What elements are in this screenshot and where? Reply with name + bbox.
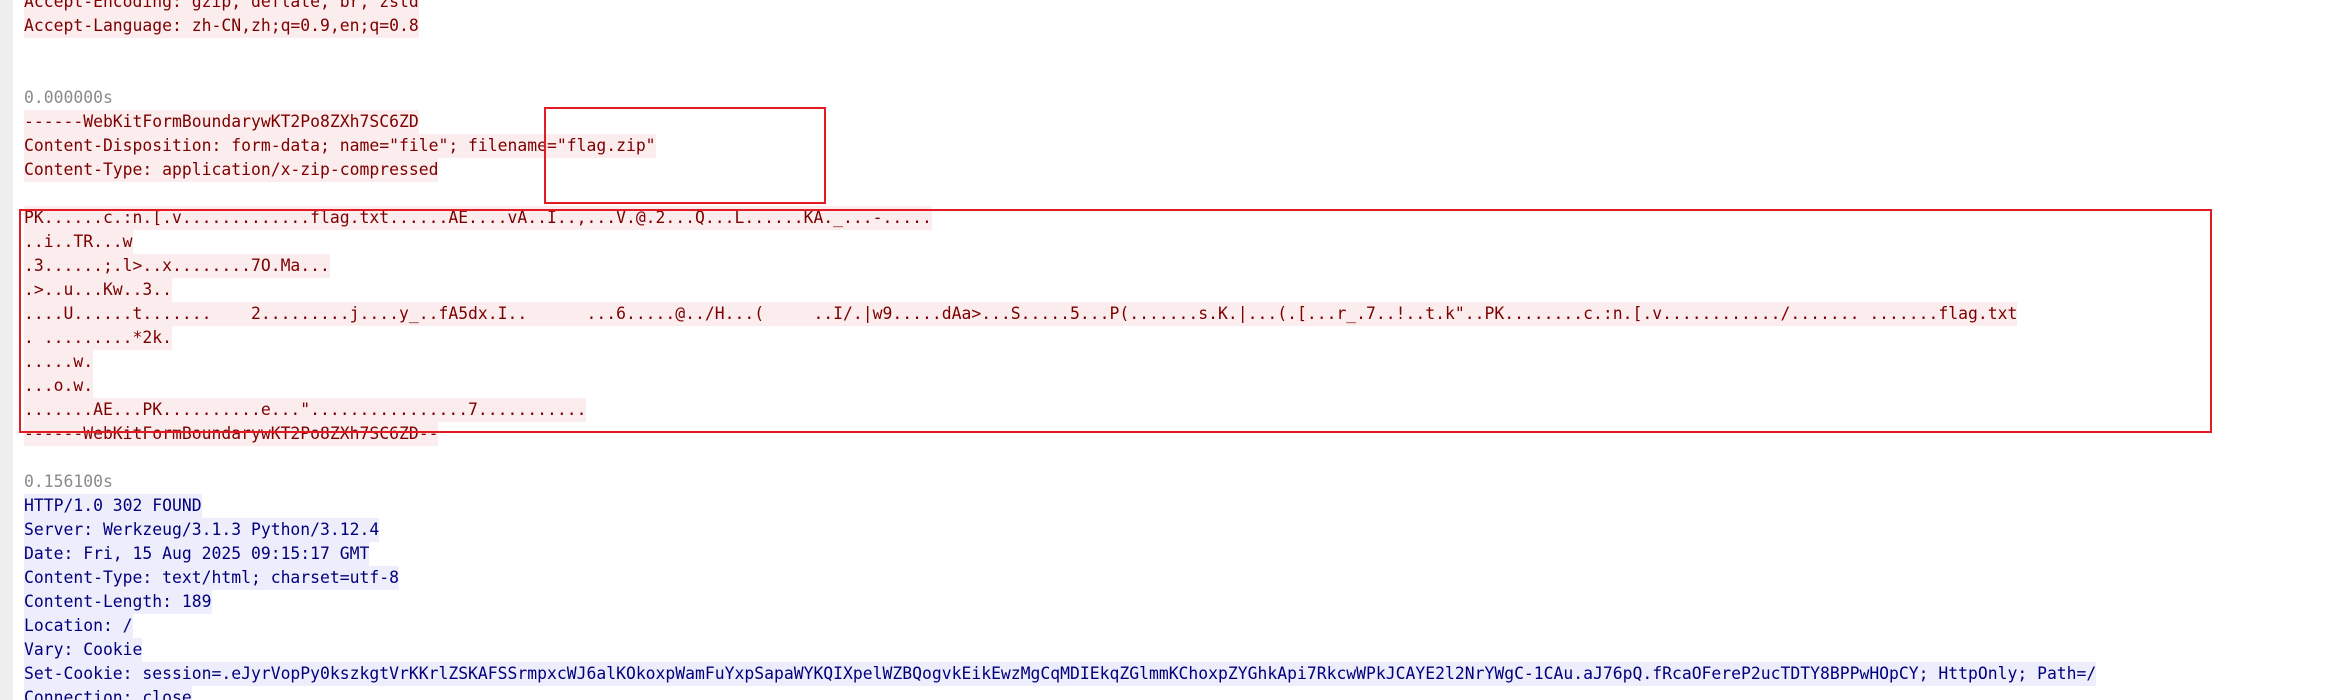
response-timestamp: 0.156100s xyxy=(24,472,113,491)
zip-binary-line: .>..u...Kw..3.. xyxy=(24,278,2096,302)
zip-binary-line: .3......;.l>..x........7O.Ma... xyxy=(24,254,2096,278)
zip-binary-line: .....w. xyxy=(24,350,2096,374)
request-header-line: Accept-Language: zh-CN,zh;q=0.9,en;q=0.8 xyxy=(24,14,2096,38)
follow-stream-text[interactable]: Accept-Encoding: gzip, deflate, br, zstd… xyxy=(24,0,2097,700)
content-disposition-line: Content-Disposition: form-data; name="fi… xyxy=(24,134,2096,158)
form-boundary-line: ------WebKitFormBoundarywKT2Po8ZXh7SC6ZD xyxy=(24,110,2096,134)
zip-binary-line: .......AE...PK..........e..."...........… xyxy=(24,398,2096,422)
zip-binary-line: . .........*2k. xyxy=(24,326,2096,350)
zip-binary-line: ..i..TR...w xyxy=(24,230,2096,254)
zip-binary-line: ....U......t....... 2.........j....y_..f… xyxy=(24,302,2096,326)
response-header-line: Date: Fri, 15 Aug 2025 09:15:17 GMT xyxy=(24,542,2096,566)
filename-annotation-box xyxy=(544,107,826,204)
response-header-line: Content-Length: 189 xyxy=(24,590,2096,614)
set-cookie-line: Set-Cookie: session=.eJyrVopPy0kszkgtVrK… xyxy=(24,662,2097,686)
response-header-line: Content-Type: text/html; charset=utf-8 xyxy=(24,566,2096,590)
response-header-line: Location: / xyxy=(24,614,2096,638)
closing-boundary-line: ------WebKitFormBoundarywKT2Po8ZXh7SC6ZD… xyxy=(24,422,2096,446)
request-header-line: Accept-Encoding: gzip, deflate, br, zstd xyxy=(24,0,2096,14)
zip-content-annotation-box xyxy=(19,209,2212,433)
zip-binary-line: ...o.w. xyxy=(24,374,2096,398)
response-header-line: Connection: close xyxy=(24,686,2096,700)
request-timestamp: 0.000000s xyxy=(24,88,113,107)
response-status-line: HTTP/1.0 302 FOUND xyxy=(24,494,2096,518)
response-header-line: Server: Werkzeug/3.1.3 Python/3.12.4 xyxy=(24,518,2096,542)
content-type-line: Content-Type: application/x-zip-compress… xyxy=(24,158,2096,182)
response-header-line: Vary: Cookie xyxy=(24,638,2096,662)
left-gutter xyxy=(0,0,13,700)
